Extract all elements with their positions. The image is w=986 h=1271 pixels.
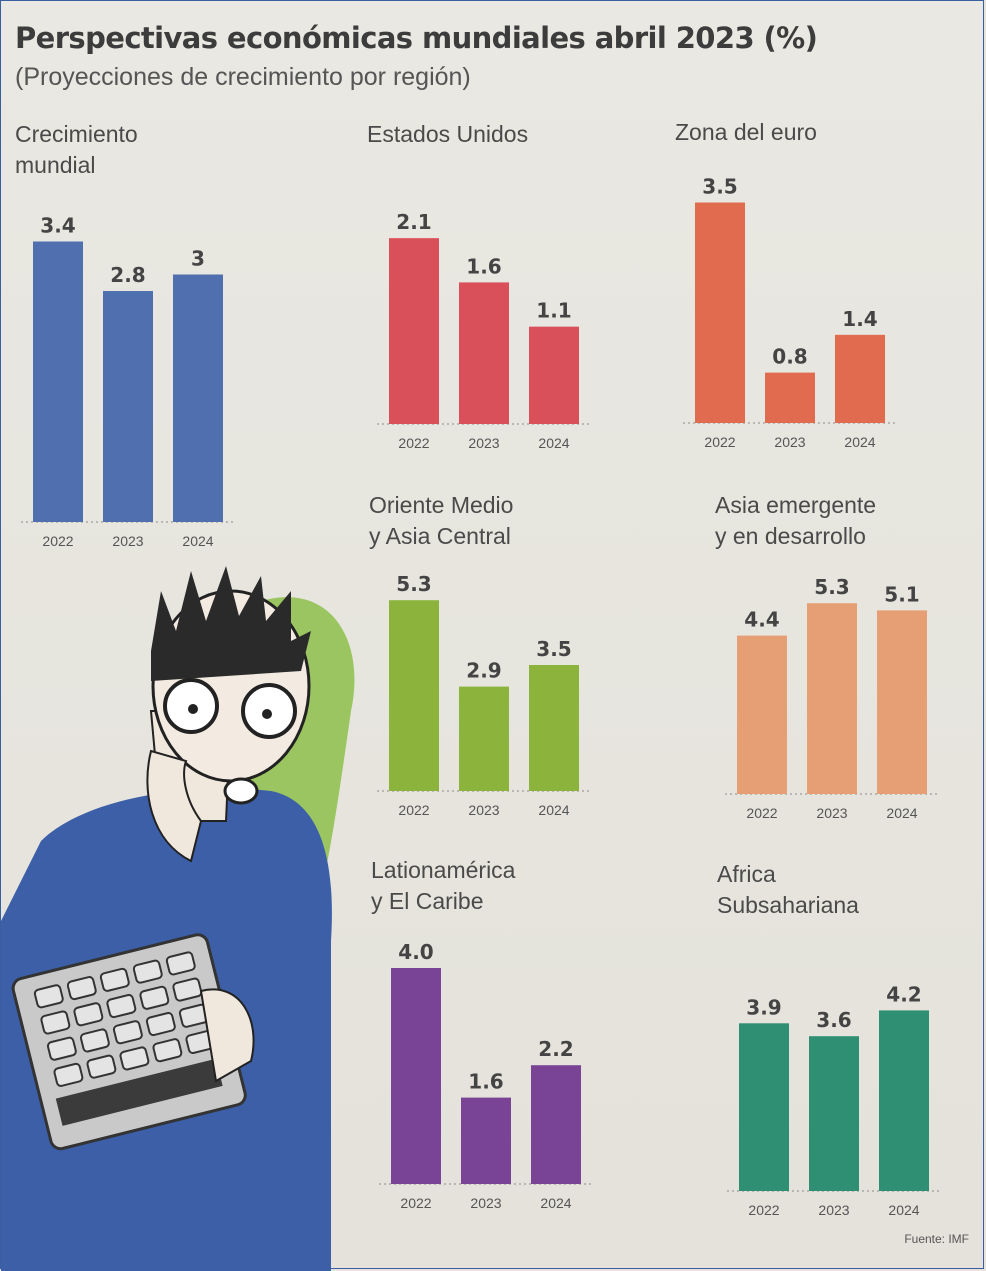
- chart-5: 4.0 2022 1.6 2023 2.2 2024: [379, 940, 593, 1211]
- x-tick-label: 2024: [844, 434, 875, 450]
- bar-value-label: 0.8: [772, 345, 807, 369]
- x-tick-label: 2023: [468, 435, 499, 451]
- bar-value-label: 4.0: [398, 940, 433, 964]
- x-tick-label: 2022: [748, 1202, 779, 1218]
- page-subtitle: (Proyecciones de crecimiento por región): [15, 63, 471, 91]
- x-tick-label: 2022: [704, 434, 735, 450]
- bar: [389, 238, 439, 424]
- chart-title-euro: Zona del euro: [675, 119, 817, 145]
- chart-6: 3.9 2022 3.6 2023 4.2 2024: [727, 982, 941, 1218]
- x-tick-label: 2022: [400, 1195, 431, 1211]
- x-tick-label: 2023: [112, 533, 143, 549]
- x-tick-label: 2024: [538, 802, 569, 818]
- chart-title-africa: Africa Subsahariana: [717, 861, 859, 918]
- bar-value-label: 5.3: [814, 575, 849, 599]
- bar-value-label: 3.5: [702, 175, 737, 199]
- x-tick-label: 2022: [398, 435, 429, 451]
- bar-value-label: 3.6: [816, 1008, 851, 1032]
- bar-value-label: 5.3: [396, 572, 431, 596]
- bar: [461, 1097, 511, 1184]
- bar: [695, 202, 745, 423]
- bar: [529, 665, 579, 791]
- bar: [529, 326, 579, 424]
- bar: [389, 600, 439, 791]
- bar: [103, 291, 153, 522]
- chart-2: 3.5 2022 0.8 2023 1.4 2024: [683, 175, 897, 450]
- bar: [877, 610, 927, 794]
- bar: [33, 241, 83, 522]
- bar-value-label: 3: [191, 247, 205, 271]
- bar: [739, 1023, 789, 1191]
- bar-value-label: 2.2: [538, 1037, 573, 1061]
- chart-title-latam: Lationamérica y El Caribe: [371, 857, 516, 914]
- x-tick-label: 2024: [886, 805, 917, 821]
- chart-1: 2.1 2022 1.6 2023 1.1 2024: [377, 210, 591, 451]
- source-note: Fuente: IMF: [904, 1232, 969, 1246]
- page-title: Perspectivas económicas mundiales abril …: [15, 21, 818, 55]
- x-tick-label: 2023: [816, 805, 847, 821]
- bar-value-label: 1.6: [468, 1070, 503, 1094]
- x-tick-label: 2024: [182, 533, 213, 549]
- bar-value-label: 4.2: [886, 982, 921, 1006]
- bar: [835, 334, 885, 423]
- chart-4: 4.4 2022 5.3 2023 5.1 2024: [725, 575, 939, 821]
- bar: [879, 1010, 929, 1191]
- bar: [809, 1036, 859, 1191]
- bar-value-label: 1.4: [842, 307, 877, 331]
- x-tick-label: 2023: [774, 434, 805, 450]
- bar: [459, 686, 509, 791]
- bar: [765, 372, 815, 423]
- bar: [807, 603, 857, 794]
- x-tick-label: 2022: [398, 802, 429, 818]
- x-tick-label: 2023: [470, 1195, 501, 1211]
- x-tick-label: 2023: [818, 1202, 849, 1218]
- chart-title-asia: Asia emergente y en desarrollo: [715, 492, 877, 549]
- worried-man-illustration: [1, 566, 355, 1271]
- x-tick-label: 2023: [468, 802, 499, 818]
- chart-title-usa: Estados Unidos: [367, 121, 529, 147]
- bar: [391, 968, 441, 1184]
- bar-value-label: 4.4: [744, 608, 779, 632]
- bar-value-label: 2.1: [396, 210, 431, 234]
- bar-value-label: 2.9: [466, 659, 501, 683]
- chart-title-mundial: Crecimiento mundial: [15, 121, 138, 178]
- bar-value-label: 3.9: [746, 995, 781, 1019]
- bar: [173, 274, 223, 522]
- x-tick-label: 2024: [538, 435, 569, 451]
- x-tick-label: 2022: [42, 533, 73, 549]
- chart-title-oriente: Oriente Medio y Asia Central: [369, 492, 514, 549]
- x-tick-label: 2022: [746, 805, 777, 821]
- bar-value-label: 1.6: [466, 254, 501, 278]
- x-tick-label: 2024: [540, 1195, 571, 1211]
- bar-value-label: 5.1: [884, 582, 919, 606]
- bar: [531, 1065, 581, 1184]
- bar-value-label: 3.5: [536, 637, 571, 661]
- chart-0: 3.4 2022 2.8 2023 3 2024: [21, 214, 235, 549]
- bar-value-label: 1.1: [536, 299, 571, 323]
- bar: [737, 635, 787, 794]
- chart-3: 5.3 2022 2.9 2023 3.5 2024: [377, 572, 591, 818]
- bar-value-label: 2.8: [110, 263, 145, 287]
- x-tick-label: 2024: [888, 1202, 919, 1218]
- bar: [459, 282, 509, 424]
- bar-value-label: 3.4: [40, 214, 75, 238]
